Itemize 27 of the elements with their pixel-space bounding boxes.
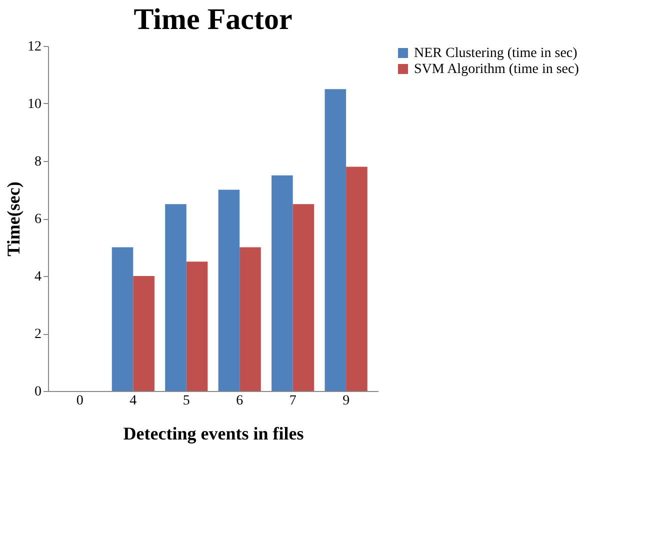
- y-tick-label: 2: [34, 327, 42, 342]
- x-tick-label: 4: [130, 394, 137, 408]
- x-tick-label: 0: [76, 394, 84, 408]
- bar: [292, 204, 314, 391]
- bar: [272, 175, 293, 391]
- x-tick-label: 5: [182, 394, 190, 408]
- bar: [218, 190, 240, 391]
- bar: [133, 276, 154, 391]
- y-tick-label: 10: [28, 97, 42, 112]
- y-tick-label: 12: [28, 40, 42, 54]
- y-tick-label: 6: [34, 212, 42, 227]
- bar: [346, 166, 368, 391]
- x-tick-label: 9: [342, 394, 350, 408]
- bar: [240, 247, 261, 391]
- x-tick-label: 6: [236, 394, 244, 408]
- bar: [324, 89, 346, 391]
- legend-label: NER Clustering (time in sec): [414, 46, 578, 61]
- x-tick-label: 7: [289, 394, 296, 408]
- bar: [186, 262, 208, 391]
- chart-title: Time Factor: [134, 3, 292, 36]
- bar: [165, 204, 186, 391]
- y-tick-label: 4: [34, 270, 42, 284]
- legend-label: SVM Algorithm (time in sec): [414, 62, 580, 77]
- x-axis-title: Detecting events in files: [123, 424, 304, 444]
- bar: [112, 247, 134, 391]
- y-axis-title: Time(sec): [4, 182, 24, 256]
- y-tick-label: 8: [34, 154, 42, 170]
